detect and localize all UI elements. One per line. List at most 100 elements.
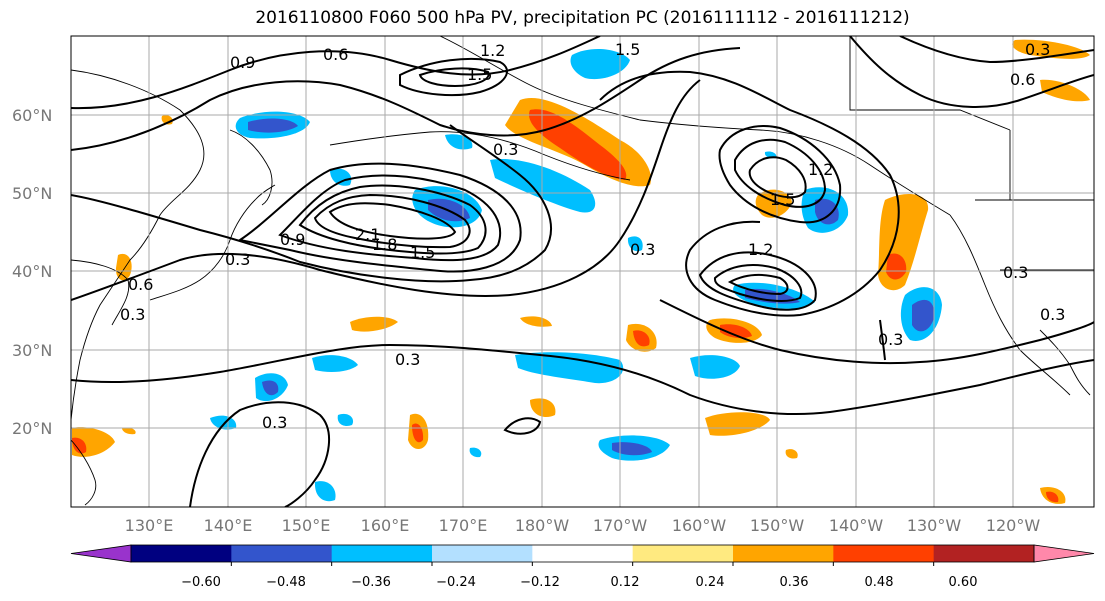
contour-label: 0.3 — [493, 140, 518, 159]
precip-negative-blob — [690, 355, 740, 379]
precip-positive-blob — [530, 398, 556, 418]
latitude-labels: 60°N 50°N 40°N 30°N 20°N — [12, 106, 52, 438]
contour-label: 0.9 — [230, 53, 255, 72]
pv-contour — [278, 174, 502, 262]
pv-contour — [189, 401, 331, 507]
precip-negative-blob — [337, 413, 354, 426]
precipitation-shading — [72, 39, 1090, 504]
contour-label: 0.9 — [280, 230, 305, 249]
precip-negative-blob — [248, 118, 298, 133]
contour-label: 1.2 — [808, 160, 833, 179]
pv-contour — [71, 343, 1094, 415]
contour-label: 0.3 — [225, 250, 250, 269]
colorbar — [70, 544, 1095, 566]
precip-positive-blob — [1046, 491, 1059, 503]
contour-labels: 0.6 1.2 1.5 0.9 0.3 0.6 0.3 1.5 1.2 1.5 … — [120, 40, 1065, 432]
precip-negative-blob — [312, 355, 358, 373]
kamchatka-coast — [229, 129, 273, 206]
pv-contour — [599, 70, 900, 317]
pv-contour — [727, 273, 789, 296]
precip-negative-blob — [314, 481, 336, 502]
lon-label: 140°W — [829, 516, 884, 535]
lat-label: 30°N — [12, 341, 52, 360]
colorbar-segment — [532, 545, 634, 562]
lon-label: 150°E — [282, 516, 331, 535]
pv-contour — [734, 138, 827, 208]
contour-label: 1.5 — [410, 243, 435, 262]
colorbar-segment — [131, 545, 232, 562]
contour-label: 0.3 — [1025, 40, 1050, 59]
lon-label: 170°W — [593, 516, 648, 535]
precip-positive-blob — [72, 437, 87, 454]
colorbar-segment — [733, 545, 834, 562]
pv-contour — [399, 57, 508, 97]
na-west-coast — [949, 214, 1071, 396]
colorbar-tick-label: 0.60 — [949, 575, 978, 590]
pv-contour — [328, 202, 457, 240]
precip-positive-blob — [122, 427, 136, 435]
precip-negative-blob — [469, 447, 482, 458]
pv-contour — [313, 193, 471, 249]
contour-label: 0.3 — [395, 350, 420, 369]
precip-negative-blob — [445, 134, 473, 150]
pv-contour — [748, 156, 807, 199]
pv-contour — [503, 417, 542, 435]
colorbar-extend-max — [1033, 544, 1095, 563]
colorbar-segment — [933, 545, 1035, 562]
precip-positive-blob — [1040, 79, 1090, 102]
colorbar-tick-label: 0.48 — [865, 575, 894, 590]
precip-negative-blob — [262, 380, 279, 396]
lat-label: 50°N — [12, 184, 52, 203]
lon-label: 130°E — [125, 516, 174, 535]
pv-contour — [718, 125, 842, 224]
pv-contour — [71, 36, 601, 110]
contour-label: 1.2 — [748, 240, 773, 259]
colorbar-tick-labels: −0.60 −0.48 −0.36 −0.24 −0.12 0.12 0.24 … — [181, 575, 977, 590]
contour-label: 0.6 — [128, 275, 153, 294]
lon-label: 180°W — [515, 516, 570, 535]
colorbar-tick-label: 0.24 — [696, 575, 725, 590]
precip-positive-blob — [785, 449, 798, 459]
pv-contour — [849, 36, 1094, 108]
pv-contour — [71, 79, 701, 301]
precip-positive-blob — [720, 324, 752, 339]
precip-positive-blob — [115, 253, 132, 281]
lat-label: 40°N — [12, 262, 52, 281]
lon-label: 160°W — [672, 516, 727, 535]
contour-label: 0.3 — [262, 413, 287, 432]
contour-label: 2.1 — [355, 225, 380, 244]
colorbar-segment — [833, 545, 935, 562]
precip-negative-blob — [627, 236, 643, 252]
contour-label: 0.3 — [1040, 305, 1065, 324]
philippines-coast — [71, 439, 97, 506]
alaska-coast — [439, 36, 951, 216]
contour-label: 0.6 — [1010, 70, 1035, 89]
colorbar-segment — [331, 545, 433, 562]
na-interior-border — [849, 36, 1011, 131]
lon-label: 160°E — [361, 516, 410, 535]
figure-title: 2016110800 F060 500 hPa PV, precipitatio… — [255, 8, 910, 28]
colorbar-tick-label: −0.60 — [181, 575, 221, 590]
lat-label: 60°N — [12, 106, 52, 125]
colorbar-tick-label: 0.36 — [780, 575, 809, 590]
precip-positive-blob — [520, 316, 552, 327]
contour-label: 1.2 — [480, 41, 505, 60]
contour-label: 0.3 — [1003, 263, 1028, 282]
pv-contour — [298, 184, 487, 255]
contour-label: 0.3 — [630, 240, 655, 259]
colorbar-tick-label: −0.12 — [520, 575, 560, 590]
precip-positive-blob — [633, 330, 650, 347]
pv-contour — [698, 251, 817, 311]
colorbar-tick-label: 0.12 — [611, 575, 640, 590]
colorbar-tick-label: −0.48 — [266, 575, 306, 590]
map-frame — [70, 35, 1095, 508]
lon-label: 150°W — [750, 516, 805, 535]
precip-negative-blob — [815, 198, 839, 225]
pv-contour — [71, 124, 552, 283]
contour-label: 1.5 — [770, 190, 795, 209]
colorbar-tick-label: −0.24 — [436, 575, 476, 590]
colorbar-segment — [632, 545, 734, 562]
lat-label: 20°N — [12, 419, 52, 438]
colorbar-tick-label: −0.36 — [351, 575, 391, 590]
